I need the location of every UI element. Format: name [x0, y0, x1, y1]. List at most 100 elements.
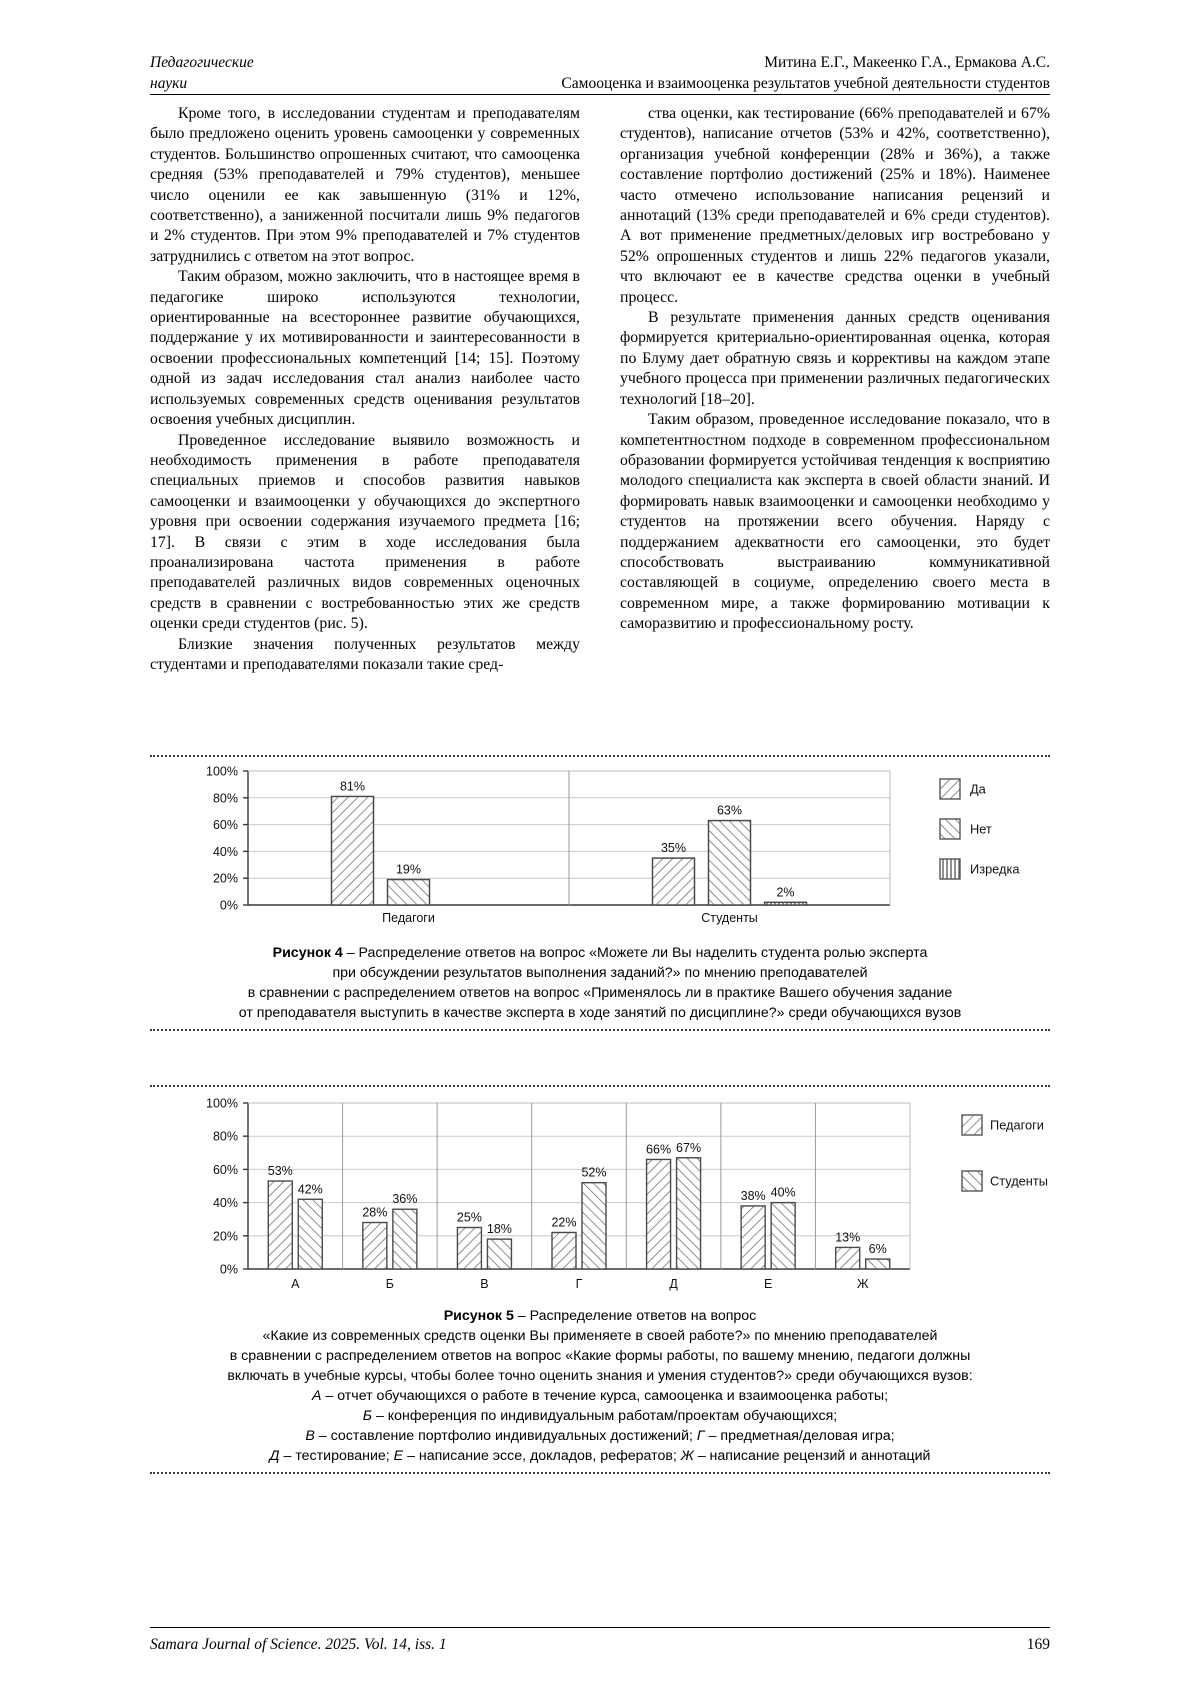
- legend-label: Студенты: [990, 1174, 1048, 1189]
- bar-value-label: 2%: [776, 885, 794, 899]
- figure-5-caption: Рисунок 5 – Распределение ответов на воп…: [150, 1306, 1050, 1466]
- running-head: Педагогические науки Митина Е.Г., Макеен…: [150, 52, 1050, 96]
- figure-5-key-e-text: – тестирование;: [280, 1448, 394, 1464]
- figure-5-chart: 0%20%40%60%80%100%53%42%А28%36%Б25%18%В2…: [150, 1087, 1050, 1302]
- x-axis-category-label: Г: [576, 1277, 583, 1291]
- figure-5-key-c-text: – составление портфолио индивидуальных д…: [315, 1428, 697, 1444]
- y-axis-tick-label: 100%: [206, 1097, 238, 1111]
- bar-value-label: 28%: [362, 1206, 387, 1220]
- y-axis-tick-label: 100%: [206, 765, 238, 779]
- figure-5-caption-line4: включать в учебные курсы, чтобы более то…: [150, 1366, 1050, 1386]
- bar-value-label: 19%: [396, 863, 421, 877]
- figure-5-caption-line2: «Какие из современных средств оценки Вы …: [150, 1326, 1050, 1346]
- bar: [268, 1181, 292, 1269]
- figure-5-label: Рисунок 5: [444, 1308, 514, 1324]
- bar: [836, 1247, 860, 1269]
- bar: [582, 1183, 606, 1269]
- figure-5-key-g-letter: Ж: [681, 1448, 694, 1464]
- bar: [363, 1223, 387, 1269]
- y-axis-tick-label: 0%: [220, 1263, 238, 1277]
- bar-value-label: 66%: [646, 1142, 671, 1156]
- figure-4-block: 0%20%40%60%80%100%81%19%Педагоги35%63%2%…: [150, 755, 1050, 1031]
- y-axis-tick-label: 60%: [213, 1163, 238, 1177]
- figure-4-bottom-rule: [150, 1029, 1050, 1031]
- bar: [771, 1203, 795, 1269]
- legend-label: Нет: [970, 822, 992, 837]
- figure-5-bottom-rule: [150, 1472, 1050, 1474]
- x-axis-category-label: Б: [386, 1277, 394, 1291]
- figure-5-caption-text: – Распределение ответов на вопрос: [514, 1308, 756, 1324]
- bar-value-label: 25%: [457, 1211, 482, 1225]
- figure-5-key-f-letter: Е: [394, 1448, 403, 1464]
- y-axis-tick-label: 20%: [213, 1229, 238, 1243]
- legend-label: Да: [970, 782, 987, 797]
- figure-5-key-e-letter: Д: [270, 1448, 280, 1464]
- paragraph: ства оценки, как тестирование (66% препо…: [620, 104, 1050, 308]
- figure-5-caption-line1: Рисунок 5 – Распределение ответов на воп…: [150, 1306, 1050, 1326]
- bar: [677, 1158, 701, 1269]
- figure-5-block: 0%20%40%60%80%100%53%42%А28%36%Б25%18%В2…: [150, 1085, 1050, 1474]
- figure-5-caption-line3: в сравнении с распределением ответов на …: [150, 1346, 1050, 1366]
- paragraph: В результате применения данных средств о…: [620, 308, 1050, 410]
- y-axis-tick-label: 0%: [220, 899, 238, 913]
- running-head-section: Педагогические науки: [150, 52, 370, 94]
- legend-swatch: [962, 1171, 982, 1191]
- figure-4-caption-line2: при обсуждении результатов выполнения за…: [150, 963, 1050, 983]
- legend-label: Педагоги: [990, 1118, 1044, 1133]
- footer-rule: [150, 1627, 1050, 1628]
- body-column-left: Кроме того, в исследовании студентам и п…: [150, 104, 580, 675]
- paragraph: Близкие значения полученных результатов …: [150, 635, 580, 676]
- bar: [741, 1206, 765, 1269]
- footer-journal: Samara Journal of Science. 2025. Vol. 14…: [150, 1636, 447, 1654]
- bar-value-label: 42%: [298, 1182, 323, 1196]
- figure-5-key-a: А – отчет обучающихся о работе в течение…: [150, 1386, 1050, 1406]
- figure-5-key-efg: Д – тестирование; Е – написание эссе, до…: [150, 1446, 1050, 1466]
- x-axis-category-label: Педагоги: [382, 911, 435, 925]
- bar-value-label: 35%: [661, 841, 686, 855]
- body-column-right: ства оценки, как тестирование (66% препо…: [620, 104, 1050, 635]
- running-head-section-line1: Педагогические: [150, 52, 370, 73]
- bar: [653, 858, 695, 905]
- figure-4-caption-text: – Распределение ответов на вопрос «Может…: [343, 945, 928, 961]
- paragraph: Кроме того, в исследовании студентам и п…: [150, 104, 580, 267]
- figure-5-key-b-letter: Б: [363, 1408, 372, 1424]
- bar-value-label: 13%: [835, 1230, 860, 1244]
- page-footer: Samara Journal of Science. 2025. Vol. 14…: [150, 1636, 1050, 1660]
- figure-4-label: Рисунок 4: [273, 945, 343, 961]
- figure-4-caption-line4: от преподавателя выступить в качестве эк…: [150, 1003, 1050, 1023]
- y-axis-tick-label: 80%: [213, 791, 238, 805]
- figure-5-key-c-letter: В: [305, 1428, 314, 1444]
- bar: [647, 1159, 671, 1269]
- legend-swatch: [940, 819, 960, 839]
- y-axis-tick-label: 80%: [213, 1130, 238, 1144]
- legend-label: Изредка: [970, 862, 1020, 877]
- figure-5-chart-area: 0%20%40%60%80%100%53%42%А28%36%Б25%18%В2…: [150, 1087, 1050, 1302]
- bar-value-label: 53%: [268, 1164, 293, 1178]
- figure-5-key-b-text: – конференция по индивидуальным работам/…: [372, 1408, 837, 1424]
- bar-value-label: 81%: [340, 779, 365, 793]
- bar: [552, 1232, 576, 1269]
- bar: [298, 1199, 322, 1269]
- running-head-title: Самооценка и взаимооценка результатов уч…: [350, 73, 1050, 94]
- bar: [388, 880, 430, 905]
- paragraph: Проведенное исследование выявило возможн…: [150, 431, 580, 635]
- figure-5-key-cd: В – составление портфолио индивидуальных…: [150, 1426, 1050, 1446]
- journal-page: Педагогические науки Митина Е.Г., Макеен…: [0, 0, 1200, 1697]
- legend-swatch: [940, 779, 960, 799]
- bar-value-label: 67%: [676, 1141, 701, 1155]
- running-head-article: Митина Е.Г., Макеенко Г.А., Ермакова А.С…: [350, 52, 1050, 94]
- bar: [487, 1239, 511, 1269]
- bar: [332, 796, 374, 905]
- legend-swatch: [962, 1115, 982, 1135]
- figure-5-key-f-text: – написание эссе, докладов, рефератов;: [403, 1448, 681, 1464]
- figure-4-caption-line1: Рисунок 4 – Распределение ответов на воп…: [150, 943, 1050, 963]
- running-head-section-line2: науки: [150, 73, 370, 94]
- bar-value-label: 40%: [771, 1186, 796, 1200]
- figure-5-key-b: Б – конференция по индивидуальным работа…: [150, 1406, 1050, 1426]
- bar: [866, 1259, 890, 1269]
- paragraph: Таким образом, проведенное исследование …: [620, 410, 1050, 634]
- x-axis-category-label: Е: [764, 1277, 772, 1291]
- y-axis-tick-label: 40%: [213, 845, 238, 859]
- figure-5-key-g-text: – написание рецензий и аннотаций: [694, 1448, 931, 1464]
- x-axis-category-label: Д: [669, 1277, 678, 1291]
